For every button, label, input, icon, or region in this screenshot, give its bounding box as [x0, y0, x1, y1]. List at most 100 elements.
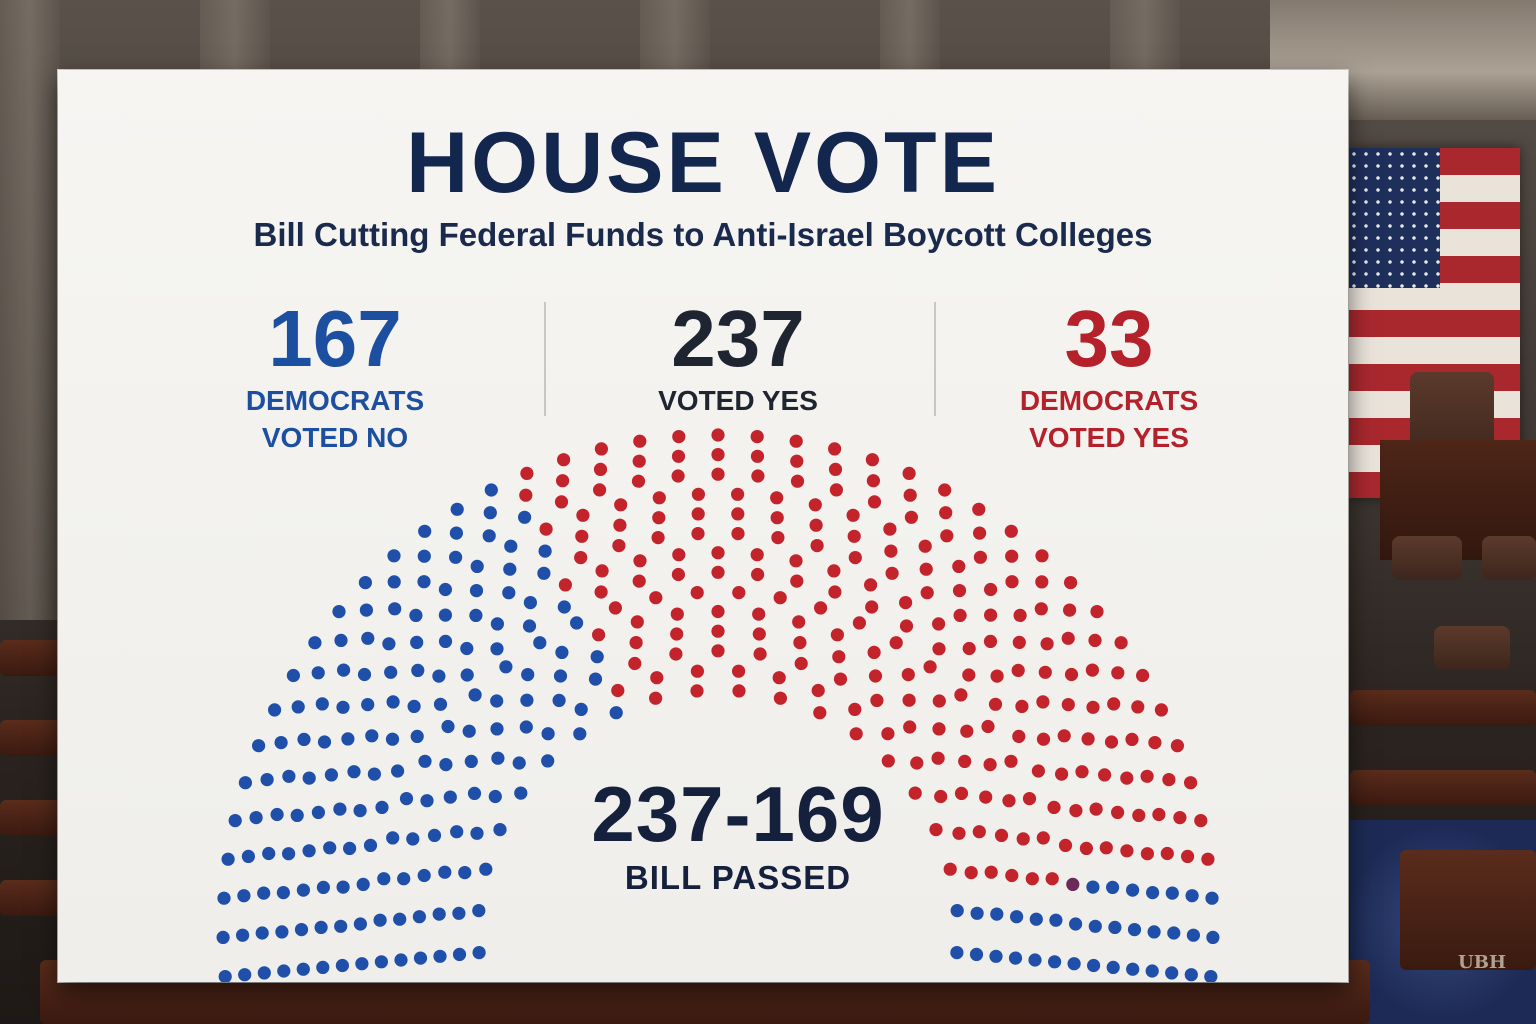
seat-dot [1035, 549, 1049, 563]
seat-dot [901, 668, 915, 682]
seat-dot [808, 498, 822, 512]
seat-dot [984, 608, 998, 622]
vote-poster: HOUSE VOTE Bill Cutting Federal Funds to… [58, 70, 1348, 982]
seat-dot [407, 699, 421, 714]
bench [0, 720, 60, 756]
seat-dot [555, 645, 569, 660]
seat-dot [552, 693, 566, 708]
seat-dot [1114, 636, 1128, 650]
seat-dot [1016, 832, 1030, 846]
seat-dot [291, 700, 305, 714]
seat-dot [790, 454, 804, 468]
seat-dot [276, 886, 290, 900]
seat-dot [353, 917, 367, 931]
seat-dot [1184, 776, 1198, 790]
seat-dot [557, 600, 571, 614]
seat-dot [355, 957, 369, 971]
seat-dot [558, 578, 572, 592]
seat-dot [388, 602, 402, 616]
seat-dot [443, 790, 457, 804]
seat-dot [950, 946, 964, 960]
seat-dot [384, 665, 398, 679]
seat-dot [316, 960, 330, 975]
seat-dot [595, 564, 609, 578]
seat-dot [468, 688, 482, 702]
seat-dot [794, 656, 808, 671]
seat-dot [849, 727, 863, 741]
seat-dot [958, 754, 972, 769]
seat-dot [275, 925, 289, 939]
seat-dot [960, 724, 974, 738]
seat-dot [1106, 880, 1120, 895]
seat-dot [1036, 831, 1050, 845]
seat-dot [470, 826, 484, 840]
seat-dot [1058, 838, 1073, 853]
seat-dot [491, 751, 505, 765]
stat-number: 237 [671, 294, 805, 383]
seat-dot [920, 586, 934, 600]
seat-dot [538, 544, 552, 558]
seat-dot [296, 962, 310, 976]
seat-dot [940, 529, 954, 543]
seat-dot [770, 491, 784, 505]
seat-dot [903, 488, 917, 502]
seat-dot [1148, 736, 1162, 750]
seat-dot [1008, 951, 1023, 965]
seat-dot [537, 566, 551, 580]
seat-dot [438, 608, 452, 622]
seat-dot [1089, 802, 1103, 816]
seat-dot [406, 832, 420, 846]
vote-score: 237-169 [591, 770, 885, 858]
seat-dot [1079, 841, 1093, 856]
bench [0, 640, 60, 676]
seat-dot [274, 736, 288, 750]
bench [0, 800, 60, 836]
seat-dot [1010, 910, 1024, 924]
seat-dot [611, 683, 625, 698]
seat-dot [962, 668, 976, 682]
seat-dot [297, 732, 311, 747]
seat-dot [670, 627, 684, 641]
seat-dot [1088, 919, 1102, 933]
seat-dot [1184, 968, 1198, 982]
seat-dot [1086, 880, 1100, 894]
seat-dot [691, 507, 705, 521]
seat-dot [1111, 805, 1125, 820]
seat-dot [990, 907, 1004, 921]
seat-dot [773, 691, 788, 705]
seat-dot [614, 498, 628, 512]
seat-dot [302, 844, 316, 858]
seat-dot [1012, 729, 1026, 744]
seat-dot [609, 706, 623, 720]
seat-dot [672, 430, 686, 444]
seat-dot [238, 968, 252, 982]
seat-dot [1034, 602, 1048, 616]
seat-dot [593, 462, 608, 476]
seat-dot [932, 617, 946, 631]
seat-dot [311, 805, 325, 820]
seat-dot [361, 631, 375, 645]
seat-dot [950, 904, 964, 918]
seat-dot [1061, 698, 1075, 712]
seat-dot [308, 636, 322, 650]
seat-dot [358, 576, 372, 590]
seat-dot [981, 719, 995, 734]
seat-dot [852, 616, 867, 630]
seat-dot [520, 466, 534, 480]
seat-dot [1154, 703, 1168, 717]
seat-dot [311, 666, 325, 680]
seat-dot [1181, 849, 1195, 864]
seat-dot [828, 462, 843, 476]
seat-dot [1005, 575, 1019, 589]
seat-dot [932, 642, 946, 656]
seat-dot [865, 453, 880, 467]
seat-dot [1011, 663, 1025, 678]
seat-dot [438, 582, 452, 597]
seat-dot [490, 722, 504, 736]
seat-dot [433, 697, 448, 711]
seat-dot [386, 831, 400, 845]
seat-dot [919, 562, 933, 576]
seat-dot [1111, 666, 1125, 680]
seat-dot [1067, 957, 1081, 971]
seat-dot [1036, 695, 1050, 709]
